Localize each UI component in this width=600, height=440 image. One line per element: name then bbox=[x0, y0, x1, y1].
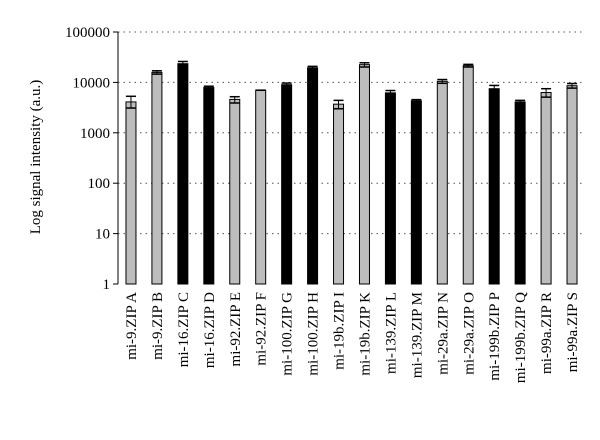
error-bar bbox=[567, 82, 578, 89]
error-bar bbox=[411, 98, 422, 103]
bar bbox=[281, 84, 293, 285]
bar bbox=[358, 64, 370, 285]
error-bar bbox=[489, 84, 500, 94]
bar bbox=[151, 71, 163, 285]
x-tick-label: mi-16.ZIP D bbox=[202, 292, 218, 368]
error-bar bbox=[125, 95, 136, 109]
bar bbox=[333, 103, 345, 285]
error-bar bbox=[177, 60, 188, 67]
x-tick-label: mi-29a.ZIP N bbox=[435, 292, 451, 375]
x-tick-label: mi-99a.ZIP R bbox=[539, 292, 555, 374]
error-bar bbox=[203, 85, 214, 90]
error-bar bbox=[541, 87, 552, 98]
grid-lines bbox=[118, 31, 585, 235]
bar bbox=[203, 87, 215, 285]
x-tick-label: mi-29a.ZIP O bbox=[461, 292, 477, 375]
error-bar bbox=[229, 95, 240, 104]
bar bbox=[307, 67, 319, 285]
x-tick-label: mi-139.ZIP M bbox=[409, 292, 425, 378]
error-bar bbox=[437, 78, 448, 85]
y-tick-label: 1 bbox=[103, 277, 111, 293]
y-axis-title: Log signal intensity (a.u.) bbox=[28, 80, 44, 235]
y-tick-label: 10000 bbox=[73, 75, 111, 91]
error-bar bbox=[515, 99, 526, 105]
x-tick-label: mi-100.ZIP G bbox=[280, 292, 296, 376]
bar bbox=[229, 98, 241, 285]
bar bbox=[462, 65, 474, 285]
x-tick-label: mi-199b.ZIP Q bbox=[513, 292, 529, 383]
error-bars-group bbox=[125, 60, 578, 110]
x-tick-label: mi-9.ZIP A bbox=[124, 292, 140, 360]
bar bbox=[540, 92, 552, 285]
error-bar bbox=[281, 82, 292, 88]
error-bar bbox=[385, 89, 396, 97]
y-axis: 1 10 100 1000 10000 100000 bbox=[65, 25, 119, 293]
x-tick-label: mi-19b.ZIP I bbox=[332, 292, 348, 370]
bar bbox=[384, 92, 396, 285]
bar bbox=[255, 89, 267, 285]
error-bar bbox=[151, 70, 162, 75]
y-tick-label: 1000 bbox=[80, 126, 110, 142]
x-tick-label: mi-9.ZIP B bbox=[150, 292, 166, 360]
x-tick-label: mi-92.ZIP E bbox=[228, 292, 244, 366]
x-tick-label: mi-139.ZIP L bbox=[383, 292, 399, 374]
bar bbox=[177, 63, 189, 285]
x-tick-label: mi-16.ZIP C bbox=[176, 292, 192, 367]
x-tick-label: mi-92.ZIP F bbox=[254, 292, 270, 366]
y-tick-label: 10 bbox=[95, 227, 110, 243]
bar bbox=[436, 80, 448, 285]
bar bbox=[125, 101, 137, 285]
x-tick-label: mi-100.ZIP H bbox=[306, 292, 322, 376]
error-bar bbox=[333, 99, 344, 110]
error-bar bbox=[463, 63, 474, 68]
bar bbox=[514, 101, 526, 285]
x-tick-labels: mi-9.ZIP A mi-9.ZIP B mi-16.ZIP C mi-16.ZIP… bbox=[124, 292, 581, 383]
y-tick-label: 100 bbox=[88, 176, 111, 192]
bar bbox=[566, 85, 578, 285]
bars-group bbox=[125, 63, 578, 285]
y-tick-label: 100000 bbox=[65, 25, 110, 41]
bar bbox=[410, 100, 422, 285]
error-bar bbox=[307, 65, 318, 71]
bar bbox=[488, 88, 500, 285]
x-tick-label: mi-19b.ZIP K bbox=[357, 292, 373, 376]
x-tick-label: mi-99a.ZIP S bbox=[565, 292, 581, 372]
x-tick-label: mi-199b.ZIP P bbox=[487, 292, 503, 381]
error-bar bbox=[359, 62, 370, 68]
